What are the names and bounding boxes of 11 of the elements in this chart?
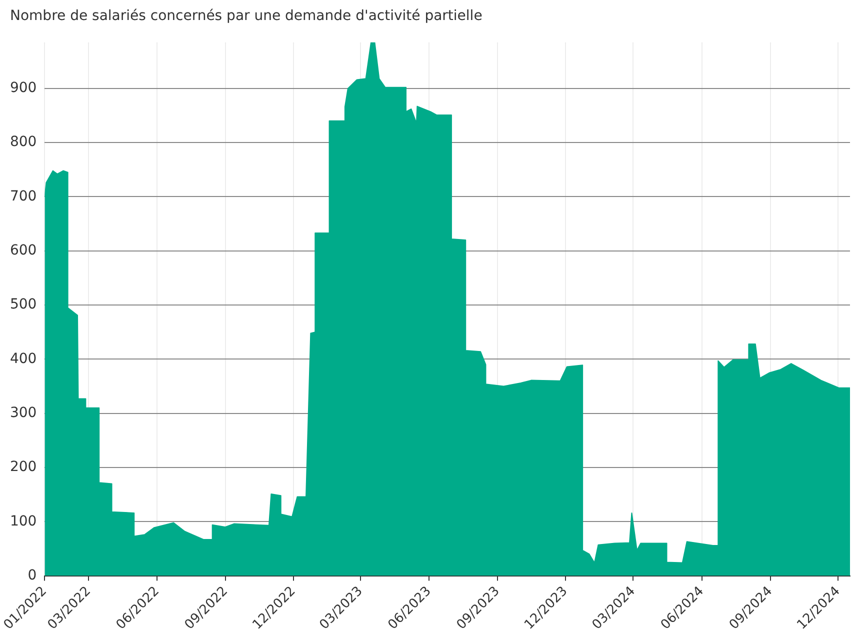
y-tick-label: 600 [10, 242, 37, 259]
chart-title: Nombre de salariés concernés par une demande d'activité partielle [10, 8, 484, 24]
y-tick-label: 0 [28, 567, 37, 584]
y-tick-label: 900 [10, 80, 37, 96]
y-tick-label: 300 [10, 404, 37, 421]
y-tick-label: 400 [10, 350, 37, 367]
y-tick-label: 100 [10, 513, 37, 530]
y-tick-label: 700 [10, 188, 37, 204]
y-tick-label: 800 [10, 134, 37, 150]
y-tick-label: 200 [10, 459, 37, 476]
y-tick-label: 500 [10, 296, 37, 313]
